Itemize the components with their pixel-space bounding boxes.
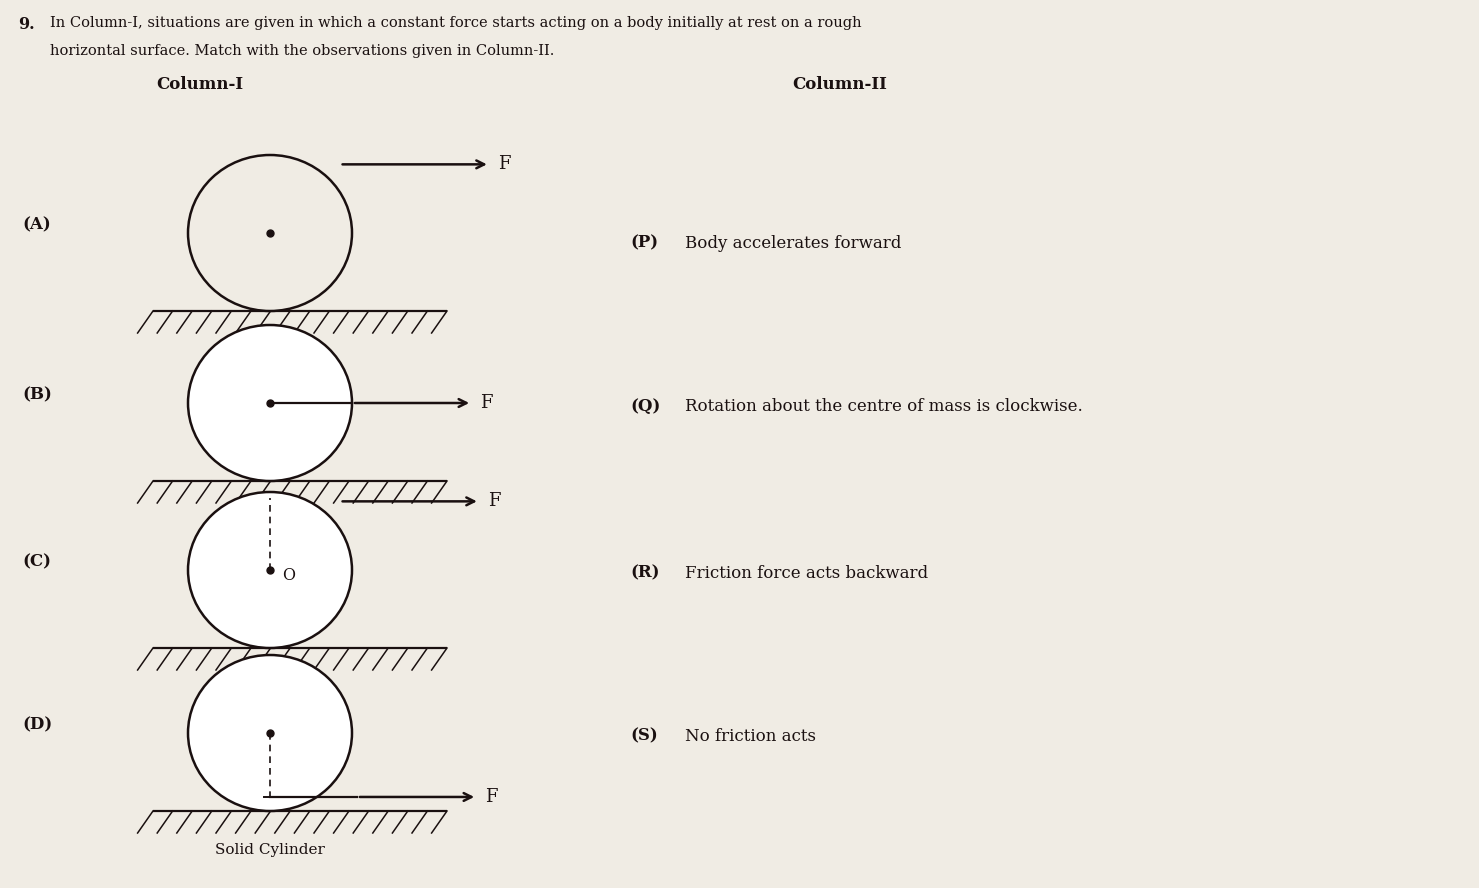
Text: (P): (P) bbox=[630, 234, 658, 251]
Text: (C): (C) bbox=[22, 553, 50, 570]
Text: (R): (R) bbox=[630, 565, 660, 582]
Text: F: F bbox=[498, 155, 510, 173]
Text: Rotation about the centre of mass is clockwise.: Rotation about the centre of mass is clo… bbox=[685, 398, 1083, 415]
Text: No friction acts: No friction acts bbox=[685, 727, 816, 744]
Text: 9.: 9. bbox=[18, 16, 34, 33]
Text: Column-I: Column-I bbox=[157, 76, 244, 93]
Text: Disc: Disc bbox=[253, 513, 287, 527]
Text: Body accelerates forward: Body accelerates forward bbox=[685, 234, 901, 251]
Text: F: F bbox=[488, 492, 500, 511]
Text: Friction force acts backward: Friction force acts backward bbox=[685, 565, 929, 582]
Text: O: O bbox=[282, 567, 294, 583]
Text: Solid Cylinder: Solid Cylinder bbox=[214, 843, 325, 857]
Ellipse shape bbox=[188, 492, 352, 648]
Text: (A): (A) bbox=[22, 217, 50, 234]
Text: horizontal surface. Match with the observations given in Column-II.: horizontal surface. Match with the obser… bbox=[50, 44, 555, 58]
Text: F: F bbox=[485, 788, 497, 806]
Text: Column-II: Column-II bbox=[793, 76, 887, 93]
Text: Solid Sphere: Solid Sphere bbox=[220, 680, 319, 694]
Ellipse shape bbox=[188, 155, 352, 311]
Ellipse shape bbox=[188, 325, 352, 481]
Text: (Q): (Q) bbox=[630, 398, 661, 415]
Ellipse shape bbox=[188, 655, 352, 811]
Text: F: F bbox=[481, 394, 493, 412]
Text: In Column-I, situations are given in which a constant force starts acting on a b: In Column-I, situations are given in whi… bbox=[50, 16, 862, 30]
Text: (B): (B) bbox=[22, 386, 52, 403]
Text: Ring: Ring bbox=[251, 343, 288, 357]
Text: (D): (D) bbox=[22, 717, 52, 733]
Text: (S): (S) bbox=[630, 727, 658, 744]
